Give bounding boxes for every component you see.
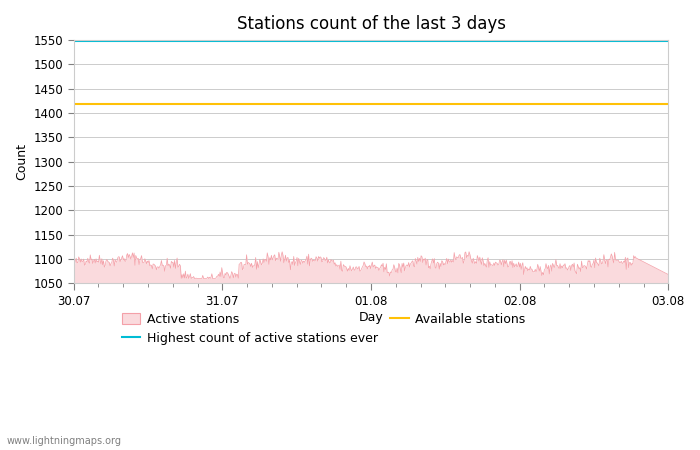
Legend: Active stations, Highest count of active stations ever, Available stations: Active stations, Highest count of active… xyxy=(117,308,531,350)
Title: Stations count of the last 3 days: Stations count of the last 3 days xyxy=(237,15,505,33)
X-axis label: Day: Day xyxy=(358,311,384,324)
Text: www.lightningmaps.org: www.lightningmaps.org xyxy=(7,436,122,446)
Y-axis label: Count: Count xyxy=(15,143,28,180)
